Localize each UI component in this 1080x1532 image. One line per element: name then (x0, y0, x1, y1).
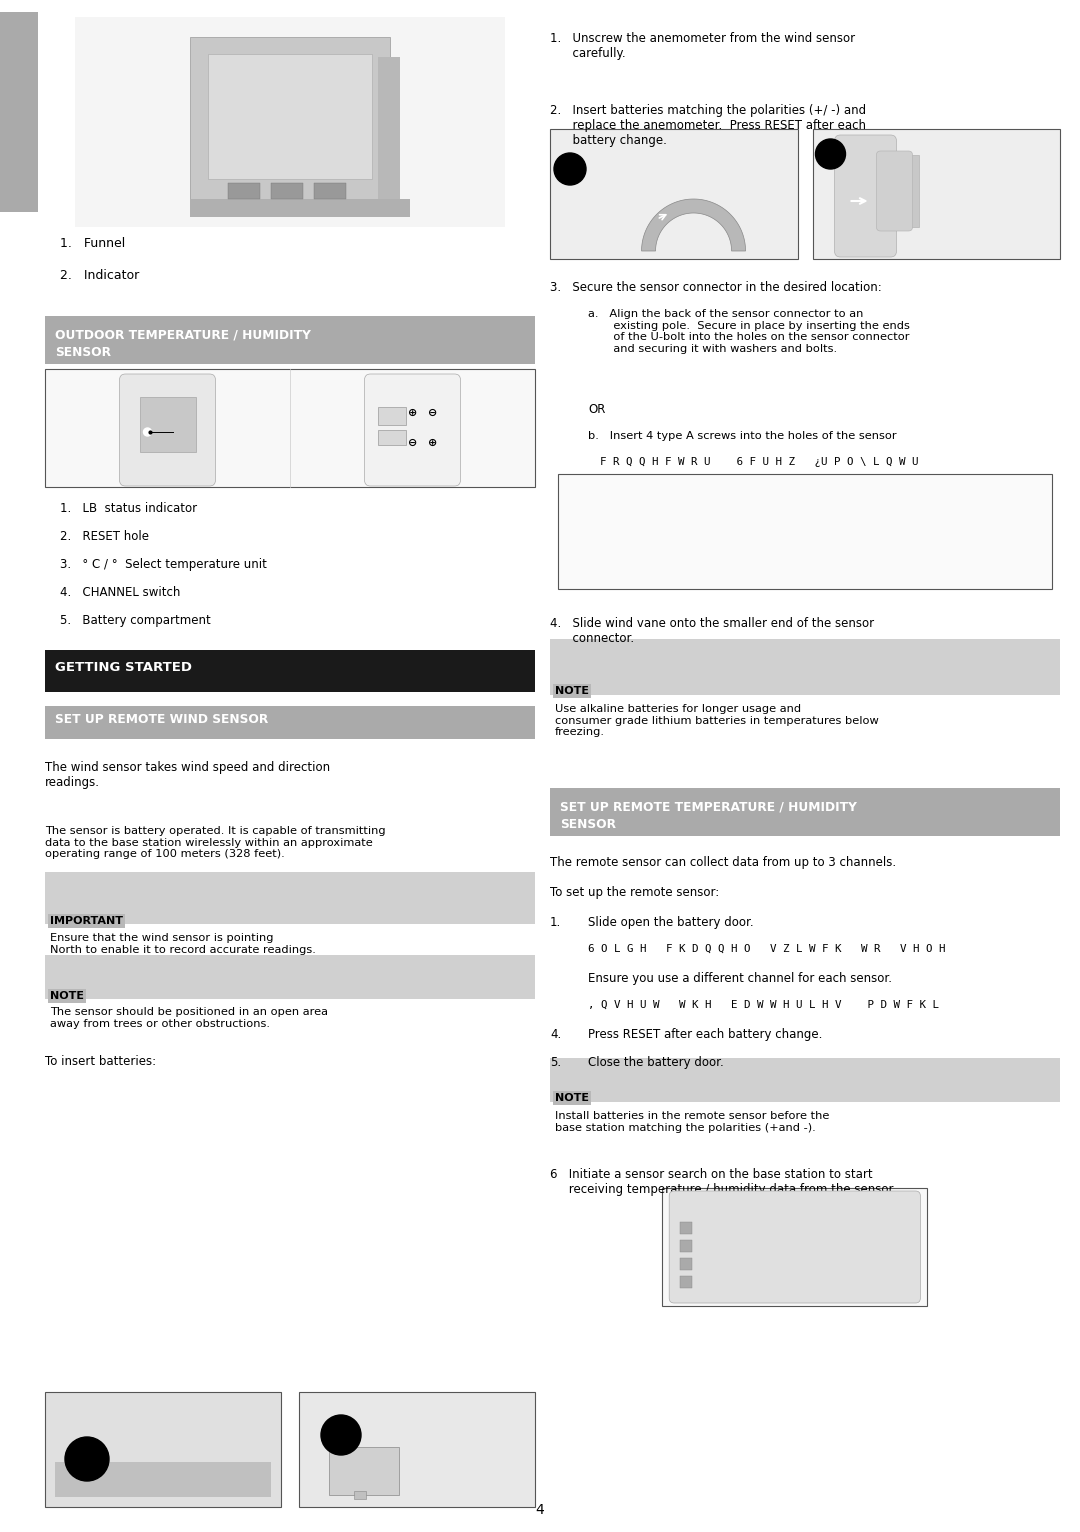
Text: 6 O L G H   F K D Q Q H O   V Z L W F K   W R   V H O H: 6 O L G H F K D Q Q H O V Z L W F K W R … (588, 944, 945, 954)
Circle shape (65, 1437, 109, 1481)
Bar (55, 1462, 271, 1497)
Text: 2.   Insert batteries matching the polarities (+/ -) and
      replace the anemo: 2. Insert batteries matching the polarit… (550, 104, 866, 147)
Text: SET UP REMOTE TEMPERATURE / HUMIDITY: SET UP REMOTE TEMPERATURE / HUMIDITY (561, 800, 856, 813)
FancyBboxPatch shape (877, 152, 913, 231)
Text: The sensor should be positioned in an open area
away from trees or other obstruc: The sensor should be positioned in an op… (50, 1007, 328, 1028)
Text: Install batteries in the remote sensor before the
base station matching the pola: Install batteries in the remote sensor b… (555, 1111, 829, 1132)
Bar (45, 706, 535, 738)
Bar (314, 182, 346, 199)
Bar (550, 1059, 1059, 1102)
Bar (190, 199, 410, 218)
Bar (680, 1239, 692, 1252)
Text: To set up the remote sensor:: To set up the remote sensor: (550, 885, 719, 899)
Bar (190, 37, 390, 202)
Bar (45, 954, 535, 999)
Text: Ensure you use a different channel for each sensor.: Ensure you use a different channel for e… (588, 971, 892, 985)
Bar (228, 182, 260, 199)
Text: 1.   Unscrew the anemometer from the wind sensor
      carefully.: 1. Unscrew the anemometer from the wind … (550, 32, 855, 60)
Circle shape (321, 1416, 361, 1455)
Text: Press RESET after each battery change.: Press RESET after each battery change. (588, 1028, 822, 1042)
Bar (880, 155, 918, 227)
FancyBboxPatch shape (835, 135, 896, 257)
Text: , Q V H U W   W K H   E D W W H U L H V    P D W F K L: , Q V H U W W K H E D W W H U L H V P D … (588, 1000, 939, 1010)
Bar (378, 408, 405, 424)
Text: The wind sensor takes wind speed and direction
readings.: The wind sensor takes wind speed and dir… (45, 761, 330, 789)
Text: b.   Insert 4 type A screws into the holes of the sensor: b. Insert 4 type A screws into the holes… (588, 430, 896, 441)
Text: 4.: 4. (550, 1028, 562, 1042)
Text: 3.   ° C / °  Select temperature unit: 3. ° C / ° Select temperature unit (60, 558, 267, 571)
Text: a.   Align the back of the sensor connector to an
       existing pole.  Secure : a. Align the back of the sensor connecto… (588, 309, 909, 354)
Text: 2.   Indicator: 2. Indicator (60, 270, 139, 282)
Bar (329, 1448, 399, 1495)
Text: 4: 4 (536, 1503, 544, 1517)
Text: 5.   Battery compartment: 5. Battery compartment (60, 614, 211, 627)
Text: 4.   Slide wind vane onto the smaller end of the sensor
      connector.: 4. Slide wind vane onto the smaller end … (550, 617, 874, 645)
Bar (662, 1187, 928, 1305)
Text: Use alkaline batteries for longer usage and
consumer grade lithium batteries in : Use alkaline batteries for longer usage … (555, 705, 879, 737)
Text: SENSOR: SENSOR (55, 346, 111, 358)
Text: 1.: 1. (550, 916, 562, 928)
Text: 1.   LB  status indicator: 1. LB status indicator (60, 502, 198, 515)
Text: ⊖: ⊖ (408, 438, 417, 447)
Bar (354, 1491, 366, 1498)
Text: 3.   Secure the sensor connector in the desired location:: 3. Secure the sensor connector in the de… (550, 280, 881, 294)
Bar (550, 639, 1059, 696)
Text: F R Q Q H F W R U    6 F U H Z   ¿U P O \ L Q W U: F R Q Q H F W R U 6 F U H Z ¿U P O \ L Q… (600, 457, 918, 467)
Bar (378, 57, 400, 202)
Text: 1.   Funnel: 1. Funnel (60, 237, 125, 250)
Bar (208, 54, 372, 179)
Bar (45, 650, 535, 692)
Bar (45, 369, 535, 487)
Bar (550, 129, 797, 259)
Bar (45, 316, 535, 365)
Text: The sensor is battery operated. It is capable of transmitting
data to the base s: The sensor is battery operated. It is ca… (45, 826, 386, 859)
Bar (45, 872, 535, 924)
Text: IMPORTANT: IMPORTANT (50, 916, 123, 925)
Text: NOTE: NOTE (555, 1092, 589, 1103)
Text: To insert batteries:: To insert batteries: (45, 1056, 157, 1068)
Bar (558, 473, 1052, 588)
Text: SET UP REMOTE WIND SENSOR: SET UP REMOTE WIND SENSOR (55, 712, 268, 726)
Bar (680, 1276, 692, 1288)
Bar (75, 17, 505, 227)
Bar (139, 397, 195, 452)
Text: Close the battery door.: Close the battery door. (588, 1056, 724, 1069)
Text: Slide open the battery door.: Slide open the battery door. (588, 916, 754, 928)
Text: NOTE: NOTE (555, 686, 589, 696)
Bar (680, 1258, 692, 1270)
Circle shape (815, 139, 846, 169)
Polygon shape (642, 199, 745, 251)
Text: 4.   CHANNEL switch: 4. CHANNEL switch (60, 587, 180, 599)
Text: 6   Initiate a sensor search on the base station to start
     receiving tempera: 6 Initiate a sensor search on the base s… (550, 1167, 896, 1196)
Text: GETTING STARTED: GETTING STARTED (55, 660, 192, 674)
Text: OR: OR (588, 403, 606, 417)
Bar (812, 129, 1059, 259)
FancyBboxPatch shape (120, 374, 216, 486)
Bar (45, 1393, 281, 1507)
Bar (0, 12, 38, 211)
FancyBboxPatch shape (365, 374, 460, 486)
Text: EN: EN (13, 103, 26, 121)
Text: The remote sensor can collect data from up to 3 channels.: The remote sensor can collect data from … (550, 856, 896, 869)
Text: Ensure that the wind sensor is pointing
North to enable it to record accurate re: Ensure that the wind sensor is pointing … (50, 933, 315, 954)
Text: OUTDOOR TEMPERATURE / HUMIDITY: OUTDOOR TEMPERATURE / HUMIDITY (55, 328, 311, 342)
Text: 5.: 5. (550, 1056, 562, 1069)
Text: 2.   RESET hole: 2. RESET hole (60, 530, 149, 542)
Bar (680, 1223, 692, 1233)
Bar (378, 430, 405, 444)
Text: SENSOR: SENSOR (561, 818, 616, 830)
Bar (550, 787, 1059, 836)
Text: ⊖: ⊖ (428, 408, 437, 418)
Bar (299, 1393, 535, 1507)
Text: NOTE: NOTE (50, 991, 84, 1000)
Circle shape (144, 427, 151, 437)
Text: ⊕: ⊕ (408, 408, 417, 418)
Bar (271, 182, 303, 199)
Circle shape (554, 153, 586, 185)
Text: ⊕: ⊕ (428, 438, 437, 447)
FancyBboxPatch shape (670, 1190, 920, 1304)
